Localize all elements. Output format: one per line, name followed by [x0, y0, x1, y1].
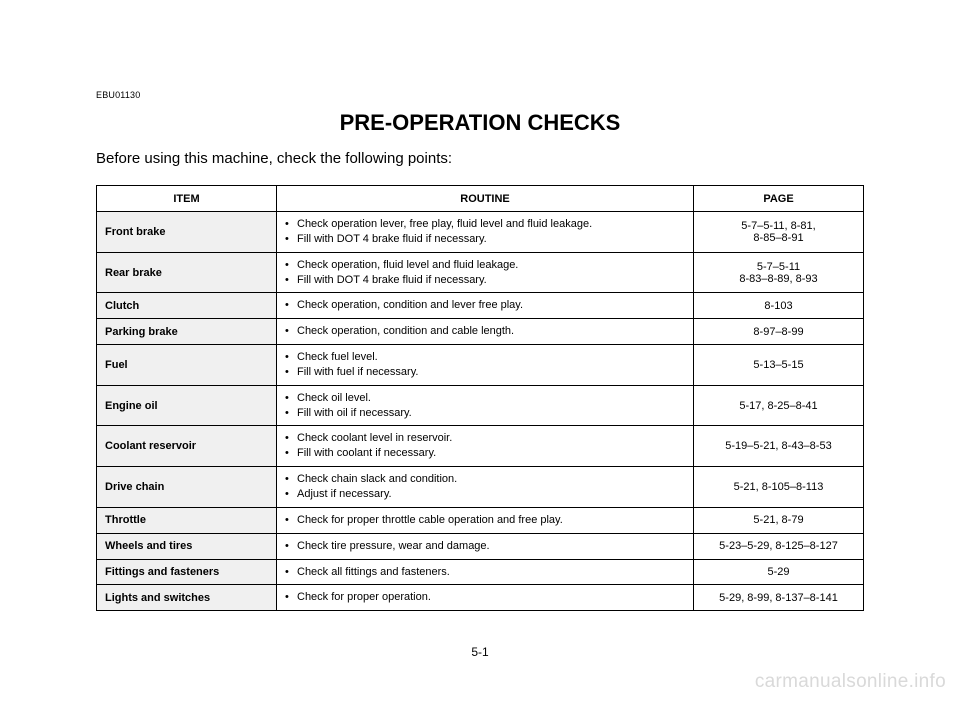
- table-row: Parking brake Check operation, condition …: [97, 319, 864, 345]
- item-cell: Engine oil: [97, 385, 277, 426]
- routine-item: Fill with DOT 4 brake fluid if necessary…: [285, 273, 685, 288]
- routine-list: Check oil level.Fill with oil if necessa…: [285, 391, 685, 421]
- table-row: Rear brake Check operation, fluid level a…: [97, 252, 864, 293]
- routine-list: Check tire pressure, wear and damage.: [285, 539, 685, 554]
- routine-item: Check operation, condition and cable len…: [285, 324, 685, 339]
- page-number: 5-1: [0, 645, 960, 659]
- header-routine: ROUTINE: [277, 186, 694, 212]
- table-row: Lights and switches Check for proper oper…: [97, 585, 864, 611]
- routine-cell: Check operation, condition and lever fre…: [277, 293, 694, 319]
- item-cell: Fuel: [97, 345, 277, 386]
- item-cell: Fittings and fasteners: [97, 559, 277, 585]
- page-cell: 8-103: [694, 293, 864, 319]
- routine-item: Check all fittings and fasteners.: [285, 565, 685, 580]
- routine-item: Check fuel level.: [285, 350, 685, 365]
- watermark: carmanualsonline.info: [755, 671, 946, 693]
- preoperation-checks-table: ITEM ROUTINE PAGE Front brake Check opera…: [96, 185, 864, 611]
- routine-list: Check fuel level.Fill with fuel if neces…: [285, 350, 685, 380]
- document-code: EBU01130: [96, 90, 864, 100]
- page-title: PRE-OPERATION CHECKS: [96, 110, 864, 136]
- table-row: Front brake Check operation lever, free p…: [97, 212, 864, 253]
- routine-list: Check coolant level in reservoir.Fill wi…: [285, 431, 685, 461]
- item-cell: Clutch: [97, 293, 277, 319]
- routine-cell: Check tire pressure, wear and damage.: [277, 533, 694, 559]
- header-item: ITEM: [97, 186, 277, 212]
- item-cell: Parking brake: [97, 319, 277, 345]
- routine-list: Check chain slack and condition.Adjust i…: [285, 472, 685, 502]
- manual-page: EBU01130 PRE-OPERATION CHECKS Before usi…: [0, 0, 960, 703]
- routine-item: Adjust if necessary.: [285, 487, 685, 502]
- table-row: Engine oil Check oil level.Fill with oil …: [97, 385, 864, 426]
- table-row: Fuel Check fuel level.Fill with fuel if n…: [97, 345, 864, 386]
- routine-item: Fill with coolant if necessary.: [285, 446, 685, 461]
- routine-cell: Check for proper operation.: [277, 585, 694, 611]
- page-cell: 5-29: [694, 559, 864, 585]
- page-cell: 5-21, 8-79: [694, 507, 864, 533]
- table-header-row: ITEM ROUTINE PAGE: [97, 186, 864, 212]
- intro-text: Before using this machine, check the fol…: [96, 150, 864, 167]
- routine-item: Fill with oil if necessary.: [285, 406, 685, 421]
- table-body: Front brake Check operation lever, free p…: [97, 212, 864, 611]
- page-cell: 5-7–5-11, 8-81,8-85–8-91: [694, 212, 864, 253]
- routine-item: Check oil level.: [285, 391, 685, 406]
- routine-item: Check tire pressure, wear and damage.: [285, 539, 685, 554]
- table-row: Throttle Check for proper throttle cable …: [97, 507, 864, 533]
- table-row: Drive chain Check chain slack and conditi…: [97, 467, 864, 508]
- routine-list: Check operation, fluid level and fluid l…: [285, 258, 685, 288]
- routine-item: Check operation, fluid level and fluid l…: [285, 258, 685, 273]
- routine-cell: Check operation lever, free play, fluid …: [277, 212, 694, 253]
- page-cell: 5-7–5-118-83–8-89, 8-93: [694, 252, 864, 293]
- routine-cell: Check coolant level in reservoir.Fill wi…: [277, 426, 694, 467]
- routine-item: Check operation lever, free play, fluid …: [285, 217, 685, 232]
- table-row: Wheels and tires Check tire pressure, wea…: [97, 533, 864, 559]
- page-cell: 5-23–5-29, 8-125–8-127: [694, 533, 864, 559]
- routine-list: Check operation, condition and cable len…: [285, 324, 685, 339]
- page-cell: 5-29, 8-99, 8-137–8-141: [694, 585, 864, 611]
- routine-list: Check operation, condition and lever fre…: [285, 298, 685, 313]
- routine-item: Check operation, condition and lever fre…: [285, 298, 685, 313]
- routine-cell: Check oil level.Fill with oil if necessa…: [277, 385, 694, 426]
- table-row: Clutch Check operation, condition and lev…: [97, 293, 864, 319]
- item-cell: Drive chain: [97, 467, 277, 508]
- routine-item: Check for proper operation.: [285, 590, 685, 605]
- page-cell: 5-13–5-15: [694, 345, 864, 386]
- table-row: Coolant reservoir Check coolant level in …: [97, 426, 864, 467]
- routine-cell: Check chain slack and condition.Adjust i…: [277, 467, 694, 508]
- routine-item: Fill with fuel if necessary.: [285, 365, 685, 380]
- routine-list: Check all fittings and fasteners.: [285, 565, 685, 580]
- item-cell: Throttle: [97, 507, 277, 533]
- item-cell: Lights and switches: [97, 585, 277, 611]
- table-row: Fittings and fasteners Check all fittings…: [97, 559, 864, 585]
- header-page: PAGE: [694, 186, 864, 212]
- item-cell: Rear brake: [97, 252, 277, 293]
- routine-list: Check for proper operation.: [285, 590, 685, 605]
- routine-list: Check operation lever, free play, fluid …: [285, 217, 685, 247]
- routine-item: Check chain slack and condition.: [285, 472, 685, 487]
- page-cell: 5-17, 8-25–8-41: [694, 385, 864, 426]
- page-cell: 5-21, 8-105–8-113: [694, 467, 864, 508]
- routine-cell: Check for proper throttle cable operatio…: [277, 507, 694, 533]
- routine-list: Check for proper throttle cable operatio…: [285, 513, 685, 528]
- routine-item: Check for proper throttle cable operatio…: [285, 513, 685, 528]
- item-cell: Coolant reservoir: [97, 426, 277, 467]
- routine-item: Check coolant level in reservoir.: [285, 431, 685, 446]
- item-cell: Wheels and tires: [97, 533, 277, 559]
- routine-cell: Check operation, fluid level and fluid l…: [277, 252, 694, 293]
- routine-item: Fill with DOT 4 brake fluid if necessary…: [285, 232, 685, 247]
- routine-cell: Check fuel level.Fill with fuel if neces…: [277, 345, 694, 386]
- page-cell: 8-97–8-99: [694, 319, 864, 345]
- routine-cell: Check all fittings and fasteners.: [277, 559, 694, 585]
- page-cell: 5-19–5-21, 8-43–8-53: [694, 426, 864, 467]
- item-cell: Front brake: [97, 212, 277, 253]
- routine-cell: Check operation, condition and cable len…: [277, 319, 694, 345]
